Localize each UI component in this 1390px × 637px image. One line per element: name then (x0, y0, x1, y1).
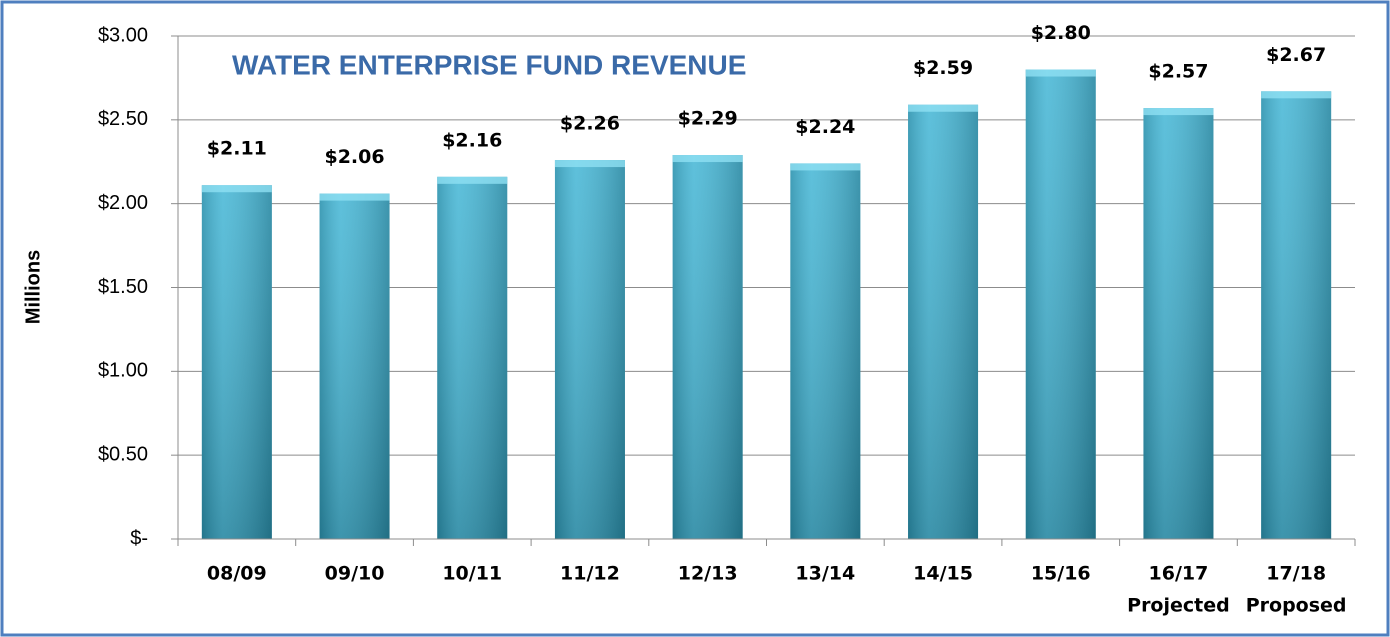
bar-side (437, 176, 508, 539)
x-tick-label: 12/13 (678, 563, 738, 585)
x-tick-label: 08/09 (207, 563, 267, 585)
bar-cap (908, 104, 979, 112)
x-tick-label: 11/12 (560, 563, 620, 585)
x-tick-label: 14/15 (913, 563, 973, 585)
bar-cap (672, 155, 743, 163)
value-label: $2.11 (207, 138, 267, 160)
value-label: $2.80 (1031, 22, 1091, 44)
bar-cap (1261, 91, 1332, 99)
value-label: $2.29 (678, 108, 738, 130)
x-tick-label: Proposed (1246, 595, 1347, 617)
value-label: $2.06 (324, 146, 384, 168)
bar-cap (319, 193, 390, 201)
bar-side (554, 160, 625, 539)
bar-side (1025, 69, 1096, 540)
value-label: $2.26 (560, 113, 620, 135)
chart-title: WATER ENTERPRISE FUND REVENUE (232, 49, 746, 80)
bar-cap (1025, 69, 1096, 77)
y-axis-label: Millions (22, 250, 44, 324)
value-label: $2.16 (442, 129, 502, 151)
x-tick-label: 15/16 (1031, 563, 1091, 585)
x-tick-label: Projected (1127, 595, 1230, 617)
bar-cap (554, 160, 625, 168)
y-tick-label: $3.00 (98, 24, 148, 46)
bar-cap (437, 176, 508, 184)
y-tick-label: $2.50 (98, 108, 148, 130)
x-tick-label: 13/14 (795, 563, 855, 585)
bar-side (908, 104, 979, 539)
x-tick-label: 10/11 (442, 563, 502, 585)
plot: $- $0.50 $1.00 $1.50 $2.00 $2.50 $3.00 $2.11 08/… (98, 22, 1356, 617)
bar-side (1261, 91, 1332, 539)
y-tick-label: $- (130, 527, 148, 549)
bar-side (672, 155, 743, 539)
bar-side (201, 185, 272, 539)
bar-side (1143, 108, 1214, 539)
x-tick-label: 16/17 (1149, 563, 1209, 585)
bar-cap (1143, 108, 1214, 116)
y-tick-label: $0.50 (98, 443, 148, 465)
y-tick-label: $1.00 (98, 360, 148, 382)
x-tick-label: 17/18 (1266, 563, 1326, 585)
bar-cap (790, 163, 861, 171)
bar-cap (201, 185, 272, 193)
bar-side (319, 193, 390, 539)
bar-side (790, 163, 861, 539)
value-label: $2.24 (795, 116, 855, 138)
y-tick-label: $1.50 (98, 276, 148, 298)
value-label: $2.67 (1266, 44, 1326, 66)
y-tick-label: $2.00 (98, 192, 148, 214)
value-label: $2.57 (1148, 61, 1208, 83)
x-tick-label: 09/10 (325, 563, 385, 585)
value-label: $2.59 (913, 57, 973, 79)
